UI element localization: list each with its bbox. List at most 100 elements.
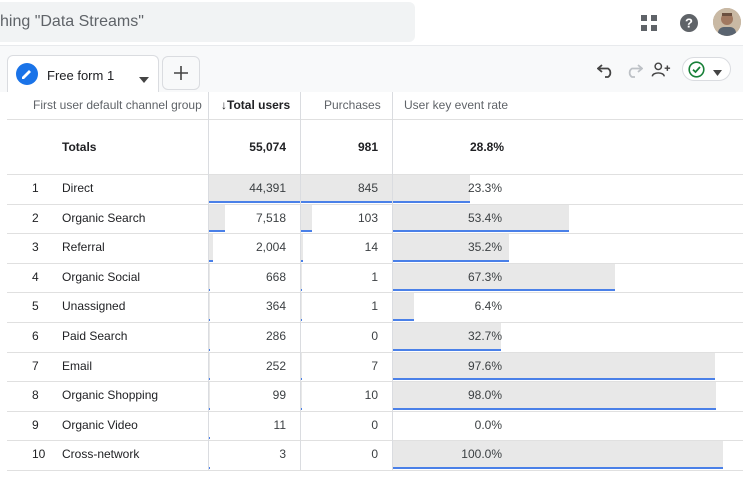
row-total-users: 2,004	[255, 240, 286, 255]
row-key-event-rate: 6.4%	[474, 299, 502, 314]
row-channel: Paid Search	[62, 329, 128, 343]
users-bar-underline	[209, 466, 210, 469]
row-channel: Email	[62, 358, 93, 373]
row-key-event-rate: 35.2%	[467, 240, 502, 255]
row-key-event-rate: 97.6%	[467, 358, 502, 373]
row-rank: 4	[32, 269, 39, 284]
row-total-users: 668	[265, 269, 286, 284]
column-header-purchases[interactable]: Purchases	[324, 98, 381, 112]
search-input[interactable]: hing "Data Streams"	[0, 2, 415, 42]
table-row[interactable]: 5 Unassigned 364 1 6.4%	[7, 292, 743, 322]
table-row[interactable]: 9 Organic Video 11 0 0.0%	[7, 411, 743, 441]
row-purchases: 14	[364, 240, 378, 255]
avatar[interactable]	[713, 8, 741, 36]
row-purchases: 10	[364, 388, 378, 403]
column-divider	[208, 92, 209, 470]
users-bar-underline	[209, 230, 225, 233]
users-bar-underline	[209, 378, 210, 381]
table-row[interactable]: 6 Paid Search 286 0 32.7%	[7, 322, 743, 352]
rate-bar	[393, 234, 510, 261]
divider	[7, 119, 743, 120]
totals-label: Totals	[62, 140, 97, 154]
purchases-bar-underline	[301, 230, 313, 233]
row-purchases: 7	[371, 358, 378, 373]
row-channel: Referral	[62, 240, 105, 255]
redo-icon[interactable]	[624, 60, 644, 80]
svg-text:?: ?	[685, 16, 693, 31]
add-tab-button[interactable]	[162, 56, 200, 90]
rate-bar	[393, 293, 415, 320]
row-channel: Organic Video	[62, 417, 138, 432]
purchases-bar-underline	[301, 259, 303, 262]
totals-key-event-rate: 28.8%	[470, 140, 505, 154]
divider	[7, 410, 743, 412]
help-icon[interactable]: ?	[676, 10, 702, 36]
row-key-event-rate: 0.0%	[474, 417, 502, 432]
check-circle-icon	[688, 61, 705, 83]
column-header-label: Total users	[227, 98, 291, 112]
table-row[interactable]: 3 Referral 2,004 14 35.2%	[7, 233, 743, 263]
column-header-key-event-rate[interactable]: User key event rate	[404, 98, 509, 112]
divider	[7, 470, 743, 471]
column-header-total-users[interactable]: ↓Total users	[221, 92, 290, 119]
chevron-down-icon	[713, 63, 722, 81]
status-menu-button[interactable]	[682, 57, 731, 81]
divider	[7, 322, 743, 323]
table-row[interactable]: 7 Email 252 7 97.6%	[7, 352, 743, 382]
users-bar	[209, 234, 214, 261]
tab-free-form[interactable]: Free form 1	[7, 55, 159, 93]
row-key-event-rate: 100.0%	[461, 447, 502, 462]
table-row[interactable]: 10 Cross-network 3 0 100.0%	[7, 440, 743, 470]
purchases-bar	[301, 175, 393, 202]
row-total-users: 252	[265, 358, 286, 373]
row-purchases: 845	[357, 181, 378, 195]
row-key-event-rate: 67.3%	[467, 269, 502, 284]
rate-bar	[393, 175, 470, 202]
totals-total-users: 55,074	[249, 140, 286, 154]
table-row[interactable]: 8 Organic Shopping 99 10 98.0%	[7, 381, 743, 411]
row-total-users: 11	[273, 417, 286, 432]
table-row[interactable]: 4 Organic Social 668 1 67.3%	[7, 263, 743, 293]
users-bar-underline	[209, 437, 210, 440]
plus-icon	[174, 66, 188, 80]
purchases-bar	[301, 352, 302, 380]
purchases-bar-underline	[301, 378, 302, 381]
rate-bar-underline	[393, 378, 716, 381]
chevron-down-icon[interactable]	[139, 70, 149, 88]
table-row[interactable]: 2 Organic Search 7,518 103 53.4%	[7, 204, 743, 234]
row-rank: 5	[32, 299, 39, 314]
row-key-event-rate: 98.0%	[467, 388, 502, 403]
purchases-bar	[301, 204, 313, 232]
users-bar-underline	[209, 407, 210, 410]
column-header-channel[interactable]: First user default channel group	[33, 98, 202, 112]
rate-bar-underline	[393, 289, 616, 292]
divider	[7, 233, 743, 235]
row-channel: Organic Social	[62, 269, 141, 284]
row-rank: 6	[32, 329, 39, 343]
row-purchases: 0	[371, 417, 378, 432]
purchases-bar-underline	[301, 407, 303, 410]
row-rank: 7	[32, 358, 39, 373]
sort-desc-icon: ↓	[221, 98, 227, 112]
row-purchases: 1	[371, 299, 378, 314]
row-rank: 8	[32, 388, 39, 403]
apps-grid-icon[interactable]	[636, 10, 662, 36]
row-purchases: 1	[371, 269, 378, 284]
users-bar-underline	[209, 259, 214, 262]
top-header: hing "Data Streams" ?	[0, 0, 743, 46]
row-total-users: 364	[265, 299, 286, 314]
rate-bar	[393, 382, 717, 409]
table-row[interactable]: 1 Direct 44,391 845 23.3%	[7, 174, 743, 204]
divider	[7, 440, 743, 442]
row-rank: 2	[32, 210, 39, 225]
row-rank: 3	[32, 240, 39, 255]
share-user-icon[interactable]	[651, 60, 671, 80]
divider	[7, 203, 743, 205]
row-channel: Unassigned	[62, 299, 126, 314]
pencil-icon[interactable]	[16, 63, 38, 85]
purchases-bar	[301, 234, 303, 261]
undo-icon[interactable]	[596, 60, 616, 80]
rate-bar-underline	[393, 230, 570, 233]
row-channel: Organic Search	[62, 210, 146, 225]
rate-bar	[393, 323, 501, 350]
